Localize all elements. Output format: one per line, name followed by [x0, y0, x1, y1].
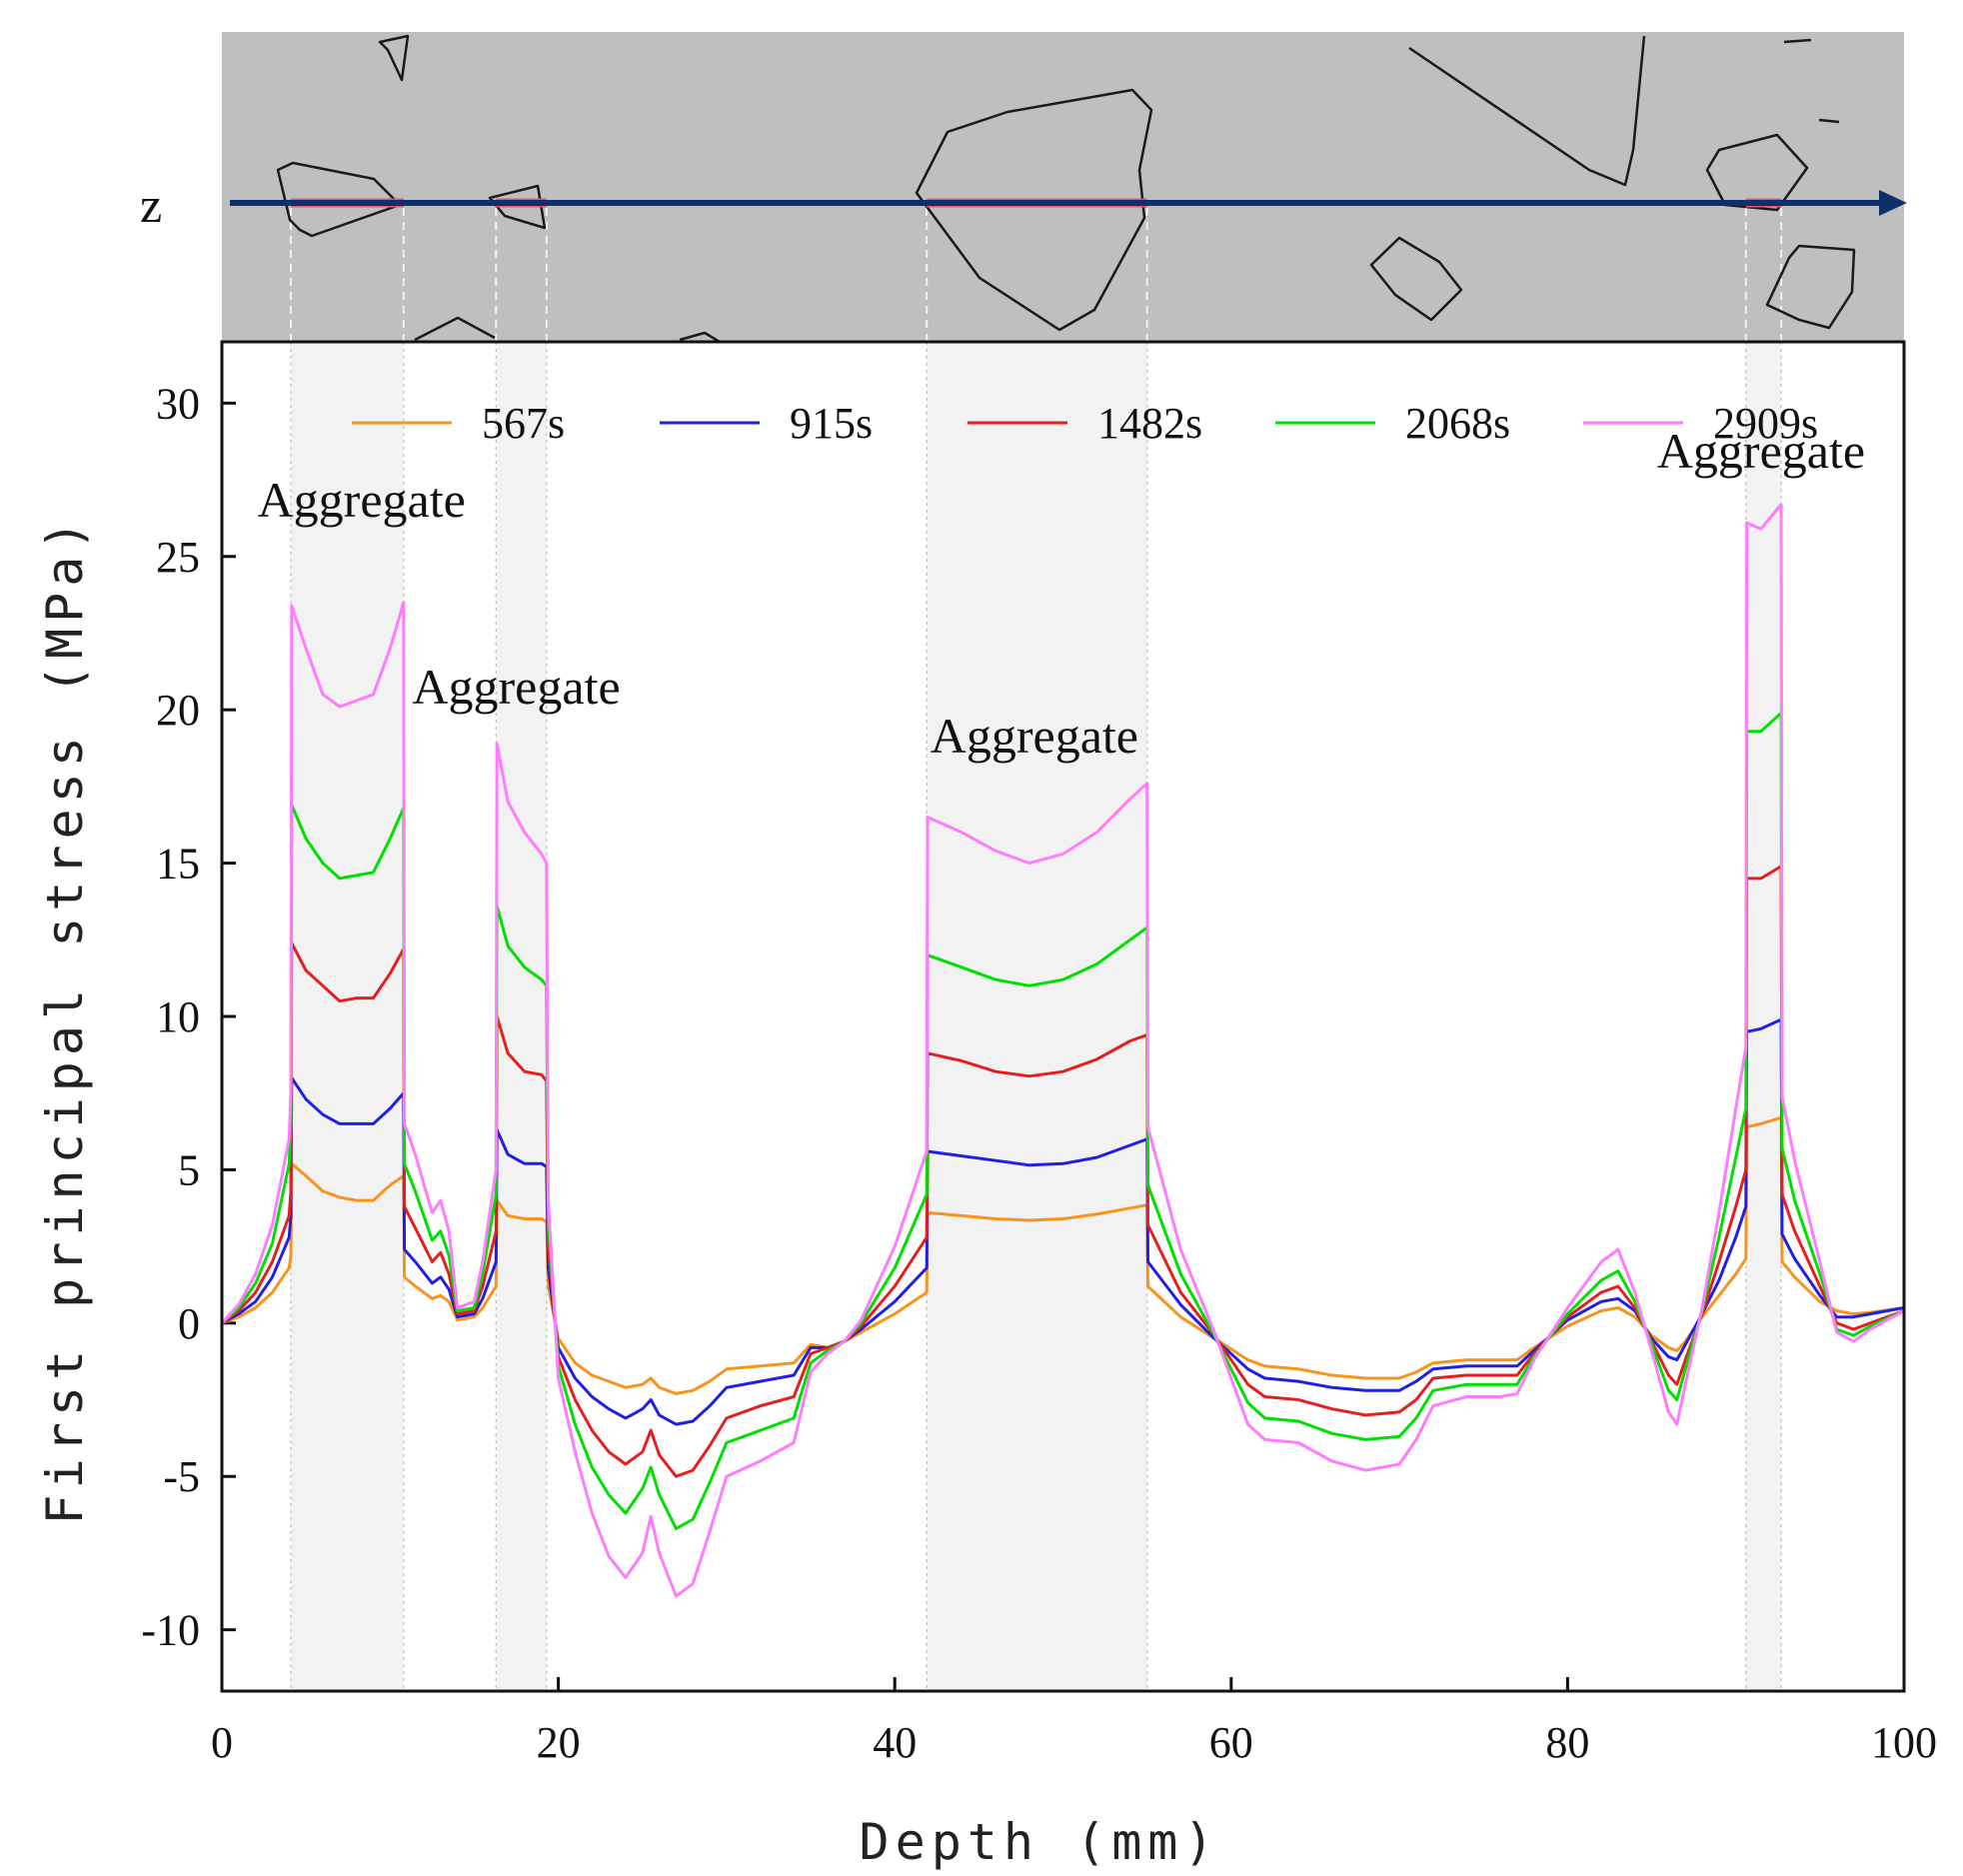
series-lines: [220, 503, 1905, 1598]
y-tick-label: 10: [156, 992, 200, 1041]
aggregate-annotation: Aggregate: [931, 708, 1138, 764]
aggregate-band: [291, 342, 404, 1691]
y-tick-label: 25: [156, 533, 200, 582]
aggregate-annotations: Aggregate Aggregate Aggregate Aggregate: [258, 423, 1865, 764]
x-axis-title: Depth (mm): [859, 1813, 1219, 1871]
aggregate-annotation: Aggregate: [1657, 423, 1865, 479]
aggregate-band: [927, 342, 1147, 1691]
legend: 567s 915s 1482s 2068s 2909s: [352, 399, 1818, 448]
x-tick-label: 100: [1871, 1718, 1937, 1767]
aggregate-outlines: [276, 34, 1856, 344]
schematic-background: [222, 32, 1904, 342]
aggregate-outline: [1765, 244, 1856, 330]
legend-label: 1482s: [1097, 399, 1202, 448]
series-line-1482s: [221, 865, 1905, 1478]
aggregate-outline: [1408, 35, 1646, 187]
plot-frame: [220, 340, 1906, 1693]
y-tick-label: 5: [178, 1145, 200, 1194]
x-tick-label: 80: [1545, 1718, 1589, 1767]
aggregate-band-group: [290, 342, 1782, 1691]
x-tick-label: 0: [211, 1718, 233, 1767]
aggregate-band: [1745, 342, 1782, 1691]
y-tick-label: 20: [156, 686, 200, 735]
aggregate-outline: [378, 34, 410, 82]
aggregate-outline: [1818, 118, 1840, 124]
legend-label: 2909s: [1713, 399, 1818, 448]
aggregate-outline: [1705, 133, 1809, 212]
y-tick-label: -5: [163, 1452, 200, 1501]
x-tick-label: 60: [1209, 1718, 1253, 1767]
legend-label: 567s: [482, 399, 565, 448]
series-line-915s: [221, 1017, 1905, 1426]
aggregate-outline: [915, 88, 1153, 332]
aggregate-outline: [1369, 236, 1463, 322]
legend-label: 915s: [790, 399, 873, 448]
axis-ticks: 0 20 40 60 80 100 -10 -5 0 5 10 15 20 25 30: [141, 379, 1937, 1767]
aggregate-outline: [679, 331, 721, 344]
aggregate-band: [496, 342, 547, 1691]
aggregate-outline: [1783, 38, 1812, 44]
x-tick-label: 20: [537, 1718, 581, 1767]
aggregate-schematic: z: [140, 32, 1907, 344]
y-tick-label: 0: [178, 1299, 200, 1348]
x-tick-label: 40: [873, 1718, 917, 1767]
aggregate-annotation: Aggregate: [412, 659, 620, 715]
series-line-2068s: [220, 711, 1905, 1530]
y-tick-label: 15: [156, 840, 200, 889]
z-axis-arrow-icon: [1879, 190, 1907, 216]
aggregate-annotation: Aggregate: [258, 472, 466, 528]
aggregate-outline: [276, 161, 402, 238]
z-axis-label: z: [140, 177, 162, 233]
aggregate-outline: [488, 184, 547, 230]
legend-label: 2068s: [1405, 399, 1510, 448]
y-tick-label: 30: [156, 379, 200, 428]
series-line-2909s: [220, 503, 1905, 1598]
y-axis-title: First principal stress (MPa): [36, 515, 94, 1525]
series-line-567s: [221, 1115, 1905, 1395]
aggregate-outline: [414, 316, 496, 342]
y-tick-label: -10: [141, 1606, 200, 1655]
